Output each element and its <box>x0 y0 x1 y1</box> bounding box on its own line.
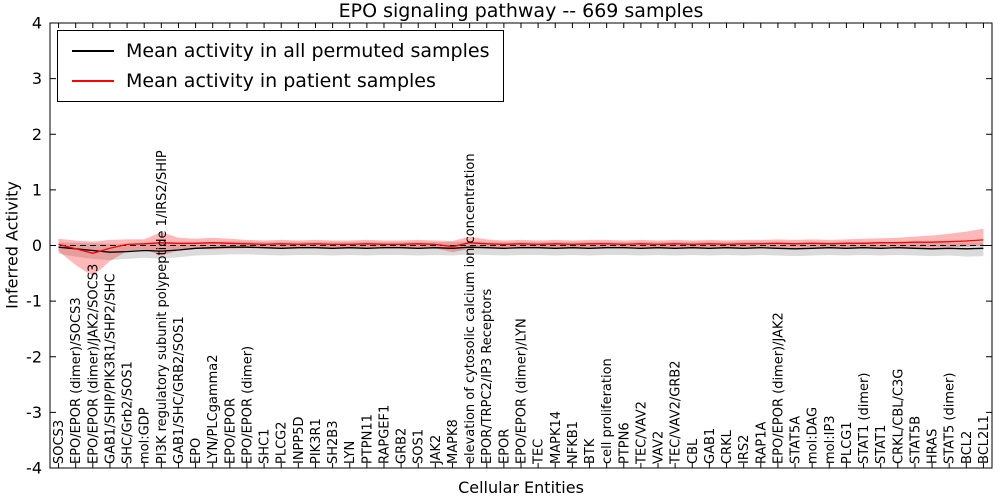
band-0 <box>58 241 984 260</box>
x-tick-label: cell proliferation <box>600 358 615 464</box>
x-tick-label: STAT5A <box>789 416 804 464</box>
x-tick-label: LYN <box>343 441 358 464</box>
x-tick-label: CRKL <box>720 429 735 464</box>
x-tick-label: EPO/EPOR (dimer)/LYN <box>515 318 530 464</box>
x-tick-label: BCL2 <box>960 431 975 464</box>
y-tick-label: 1 <box>32 180 42 199</box>
x-tick-label: JAK2 <box>429 435 444 465</box>
x-tick-label: STAT5B <box>908 416 923 464</box>
x-tick-label: SOCS3 <box>52 420 67 464</box>
x-tick-label: SOS1 <box>412 429 427 464</box>
x-tick-label: STAT5 (dimer) <box>943 373 958 464</box>
x-tick-label: EPO/EPOR (dimer)/SOCS3 <box>69 297 84 464</box>
x-tick-label: mol:IP3 <box>823 415 838 464</box>
x-tick-label: PTPN6 <box>617 422 632 464</box>
x-tick-label: EPO/EPOR <box>223 398 238 464</box>
x-tick-label: EPOR <box>497 429 512 464</box>
x-tick-label: SHC1 <box>258 429 273 464</box>
x-axis-label: Cellular Entities <box>458 478 584 497</box>
x-tick-label: RAPGEF1 <box>378 405 393 464</box>
x-tick-label: PLCG2 <box>275 421 290 464</box>
x-tick-label: VAV2 <box>652 431 667 464</box>
x-tick-label: MAPK14 <box>549 411 564 464</box>
x-tick-label: PIK3R1 <box>309 418 324 464</box>
legend-label-patient: Mean activity in patient samples <box>126 70 436 92</box>
x-tick-label: INPP5D <box>292 416 307 464</box>
x-tick-label: TEC <box>532 439 547 465</box>
legend: Mean activity in all permuted samples Me… <box>57 30 505 102</box>
x-tick-label: TEC/VAV2 <box>634 401 649 465</box>
x-tick-label: SH2B3 <box>326 421 341 465</box>
permuted-line-swatch <box>72 50 114 52</box>
y-tick-label: -2 <box>26 347 42 366</box>
y-tick-label: -1 <box>26 292 42 311</box>
x-tick-label: HRAS <box>926 429 941 464</box>
x-tick-label: EPO/EPOR (dimer) <box>241 346 256 464</box>
x-tick-label: GAB1 <box>703 428 718 464</box>
x-tick-label: EPO/EPOR (dimer)/JAK2 <box>771 312 786 464</box>
y-tick-label: 2 <box>32 125 42 144</box>
band-1 <box>58 228 984 277</box>
x-tick-label: CRKL/CBL/C3G <box>891 369 906 464</box>
patient-line-swatch <box>72 80 114 82</box>
y-tick-label: 4 <box>32 14 42 33</box>
x-tick-label: GAB1/SHC/GRB2/SOS1 <box>172 316 187 464</box>
x-tick-label: GRB2 <box>395 428 410 464</box>
x-tick-label: CBL <box>686 438 701 464</box>
x-tick-label: STAT1 (dimer) <box>857 373 872 464</box>
y-tick-label: -3 <box>26 403 42 422</box>
legend-label-permuted: Mean activity in all permuted samples <box>126 40 490 62</box>
y-tick-label: 3 <box>32 69 42 88</box>
x-tick-label: BTK <box>583 438 598 464</box>
x-tick-label: PI3K regulatory subunit polypeptide 1/IR… <box>155 150 170 464</box>
chart-title: EPO signaling pathway -- 669 samples <box>338 0 704 22</box>
x-tick-label: EPO <box>189 438 204 464</box>
x-tick-label: elevation of cytosolic calcium ion conce… <box>463 153 478 464</box>
x-tick-label: mol:DAG <box>806 407 821 464</box>
x-tick-label: LYN/PLCgamma2 <box>206 354 221 464</box>
x-tick-label: NFKB1 <box>566 421 581 464</box>
x-tick-label: TEC/VAV2/GRB2 <box>669 360 684 465</box>
mean-line-0 <box>58 246 984 253</box>
x-tick-label: STAT1 <box>874 425 889 464</box>
y-tick-label: 0 <box>32 236 42 255</box>
legend-item-patient: Mean activity in patient samples <box>72 68 489 94</box>
x-tick-label: SHC/Grb2/SOS1 <box>121 361 136 464</box>
x-tick-label: EPOR/TRPC2/IP3 Receptors <box>480 288 495 464</box>
x-tick-label: MAPK8 <box>446 419 461 464</box>
legend-item-permuted: Mean activity in all permuted samples <box>72 38 489 64</box>
x-tick-label: IRS2 <box>737 435 752 464</box>
y-tick-label: -4 <box>26 459 42 478</box>
x-tick-label: EPO/EPOR (dimer)/JAK2/SOCS3 <box>86 264 101 464</box>
y-axis-label: Inferred Activity <box>2 181 22 309</box>
x-tick-label: PLCG1 <box>840 421 855 464</box>
x-tick-label: mol:GDP <box>138 407 153 464</box>
x-tick-label: PTPN11 <box>360 414 375 464</box>
mean-line-1 <box>58 239 984 254</box>
x-tick-label: RAP1A <box>754 421 769 464</box>
x-tick-label: GAB1/SHIP/PIK3R1/SHP2/SHC <box>103 274 118 464</box>
x-tick-label: BCL2L1 <box>977 415 992 464</box>
